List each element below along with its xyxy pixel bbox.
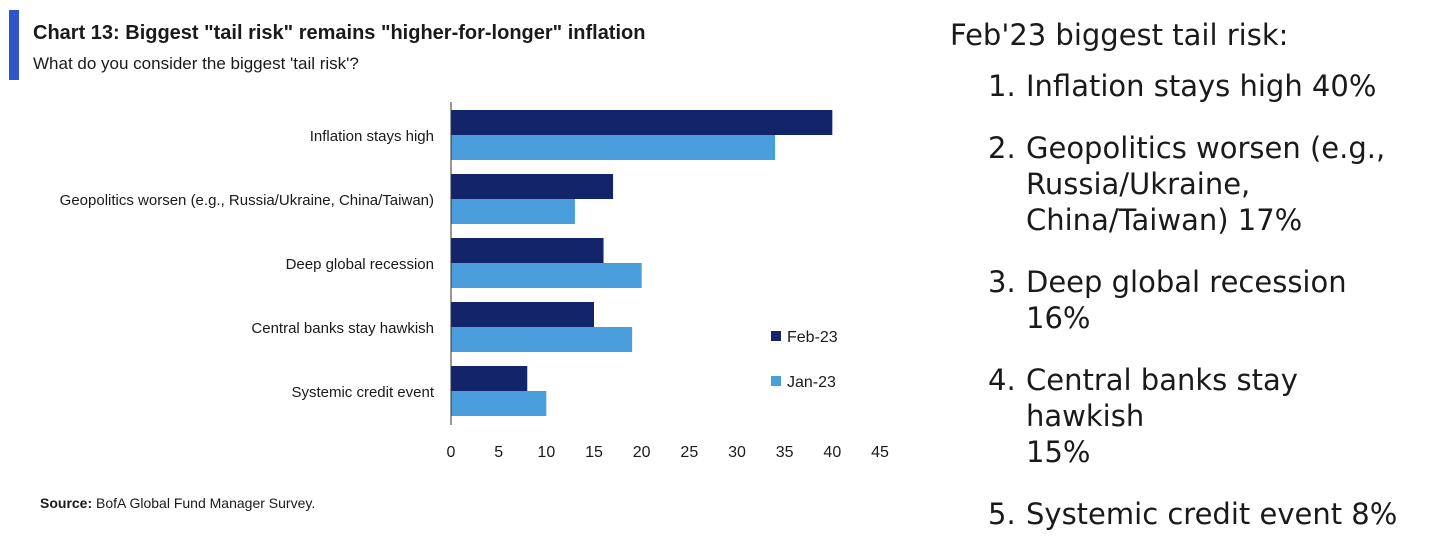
- bar-feb-23-1: [451, 174, 614, 199]
- legend-label-feb-23: Feb-23: [787, 329, 838, 346]
- x-tick-label: 30: [728, 444, 746, 461]
- title-accent-bar: [9, 10, 19, 80]
- chart-subtitle: What do you consider the biggest 'tail r…: [33, 54, 359, 73]
- bar-feb-23-2: [451, 238, 604, 263]
- risk-number: 3.: [988, 265, 1016, 299]
- x-tick-label: 35: [776, 444, 794, 461]
- bar-jan-23-4: [451, 391, 547, 416]
- x-tick-label: 15: [585, 444, 603, 461]
- risk-number: 2.: [988, 131, 1016, 165]
- bar-feb-23-3: [451, 302, 594, 327]
- bar-chart: Inflation stays high Geopolitics worsen (…: [60, 102, 889, 461]
- risk-text-line: China/Taiwan) 17%: [1026, 203, 1303, 237]
- risk-list: 1. Inflation stays high 40% 2. Geopolitics …: [950, 68, 1420, 532]
- x-tick-label: 40: [823, 444, 841, 461]
- panel-heading: Feb'23 biggest tail risk:: [950, 18, 1289, 52]
- risk-text-line: Russia/Ukraine,: [1026, 167, 1251, 201]
- bar-feb-23-0: [451, 110, 833, 135]
- legend-swatch-feb-23: [771, 331, 781, 341]
- tail-risk-panel: Feb'23 biggest tail risk: 1. Inflation st…: [950, 18, 1420, 558]
- category-label: Inflation stays high: [310, 128, 434, 145]
- bar-feb-23-4: [451, 366, 528, 391]
- x-tick-label: 0: [447, 444, 456, 461]
- risk-number: 4.: [988, 363, 1016, 397]
- source-label: Source:: [40, 495, 93, 511]
- category-label: Central banks stay hawkish: [251, 320, 434, 337]
- source-note: Source: BofA Global Fund Manager Survey.: [40, 495, 315, 511]
- source-text: BofA Global Fund Manager Survey.: [96, 495, 316, 511]
- risk-item: 4. Central banks stay hawkish 15%: [950, 362, 1420, 470]
- x-tick-label: 5: [494, 444, 503, 461]
- risk-text-line: Central banks stay hawkish: [1026, 363, 1298, 433]
- x-tick-label: 20: [633, 444, 651, 461]
- x-tick-label: 10: [537, 444, 555, 461]
- risk-item: 1. Inflation stays high 40%: [950, 68, 1420, 104]
- risk-number: 1.: [988, 69, 1016, 103]
- category-label: Systemic credit event: [291, 384, 434, 401]
- bar-jan-23-3: [451, 327, 633, 352]
- legend-label-jan-23: Jan-23: [787, 374, 836, 391]
- risk-number: 5.: [988, 497, 1016, 531]
- risk-text-line: Systemic credit event 8%: [1026, 497, 1398, 531]
- risk-item: 5. Systemic credit event 8%: [950, 496, 1420, 532]
- risk-text-line: Geopolitics worsen (e.g.,: [1026, 131, 1386, 165]
- bar-jan-23-2: [451, 263, 642, 288]
- risk-item: 3. Deep global recession 16%: [950, 264, 1420, 336]
- category-label: Deep global recession: [286, 256, 434, 273]
- x-tick-label: 25: [680, 444, 698, 461]
- category-label: Geopolitics worsen (e.g., Russia/Ukraine…: [60, 192, 434, 209]
- bar-jan-23-1: [451, 199, 575, 224]
- bar-jan-23-0: [451, 135, 776, 160]
- risk-item: 2. Geopolitics worsen (e.g., Russia/Ukrain…: [950, 130, 1420, 238]
- legend-swatch-jan-23: [771, 376, 781, 386]
- risk-text-line: Inflation stays high 40%: [1026, 69, 1377, 103]
- risk-text-line: Deep global recession 16%: [1026, 265, 1347, 335]
- x-tick-label: 45: [871, 444, 889, 461]
- chart-title: Chart 13: Biggest "tail risk" remains "h…: [33, 22, 646, 44]
- risk-text-line: 15%: [1026, 435, 1091, 469]
